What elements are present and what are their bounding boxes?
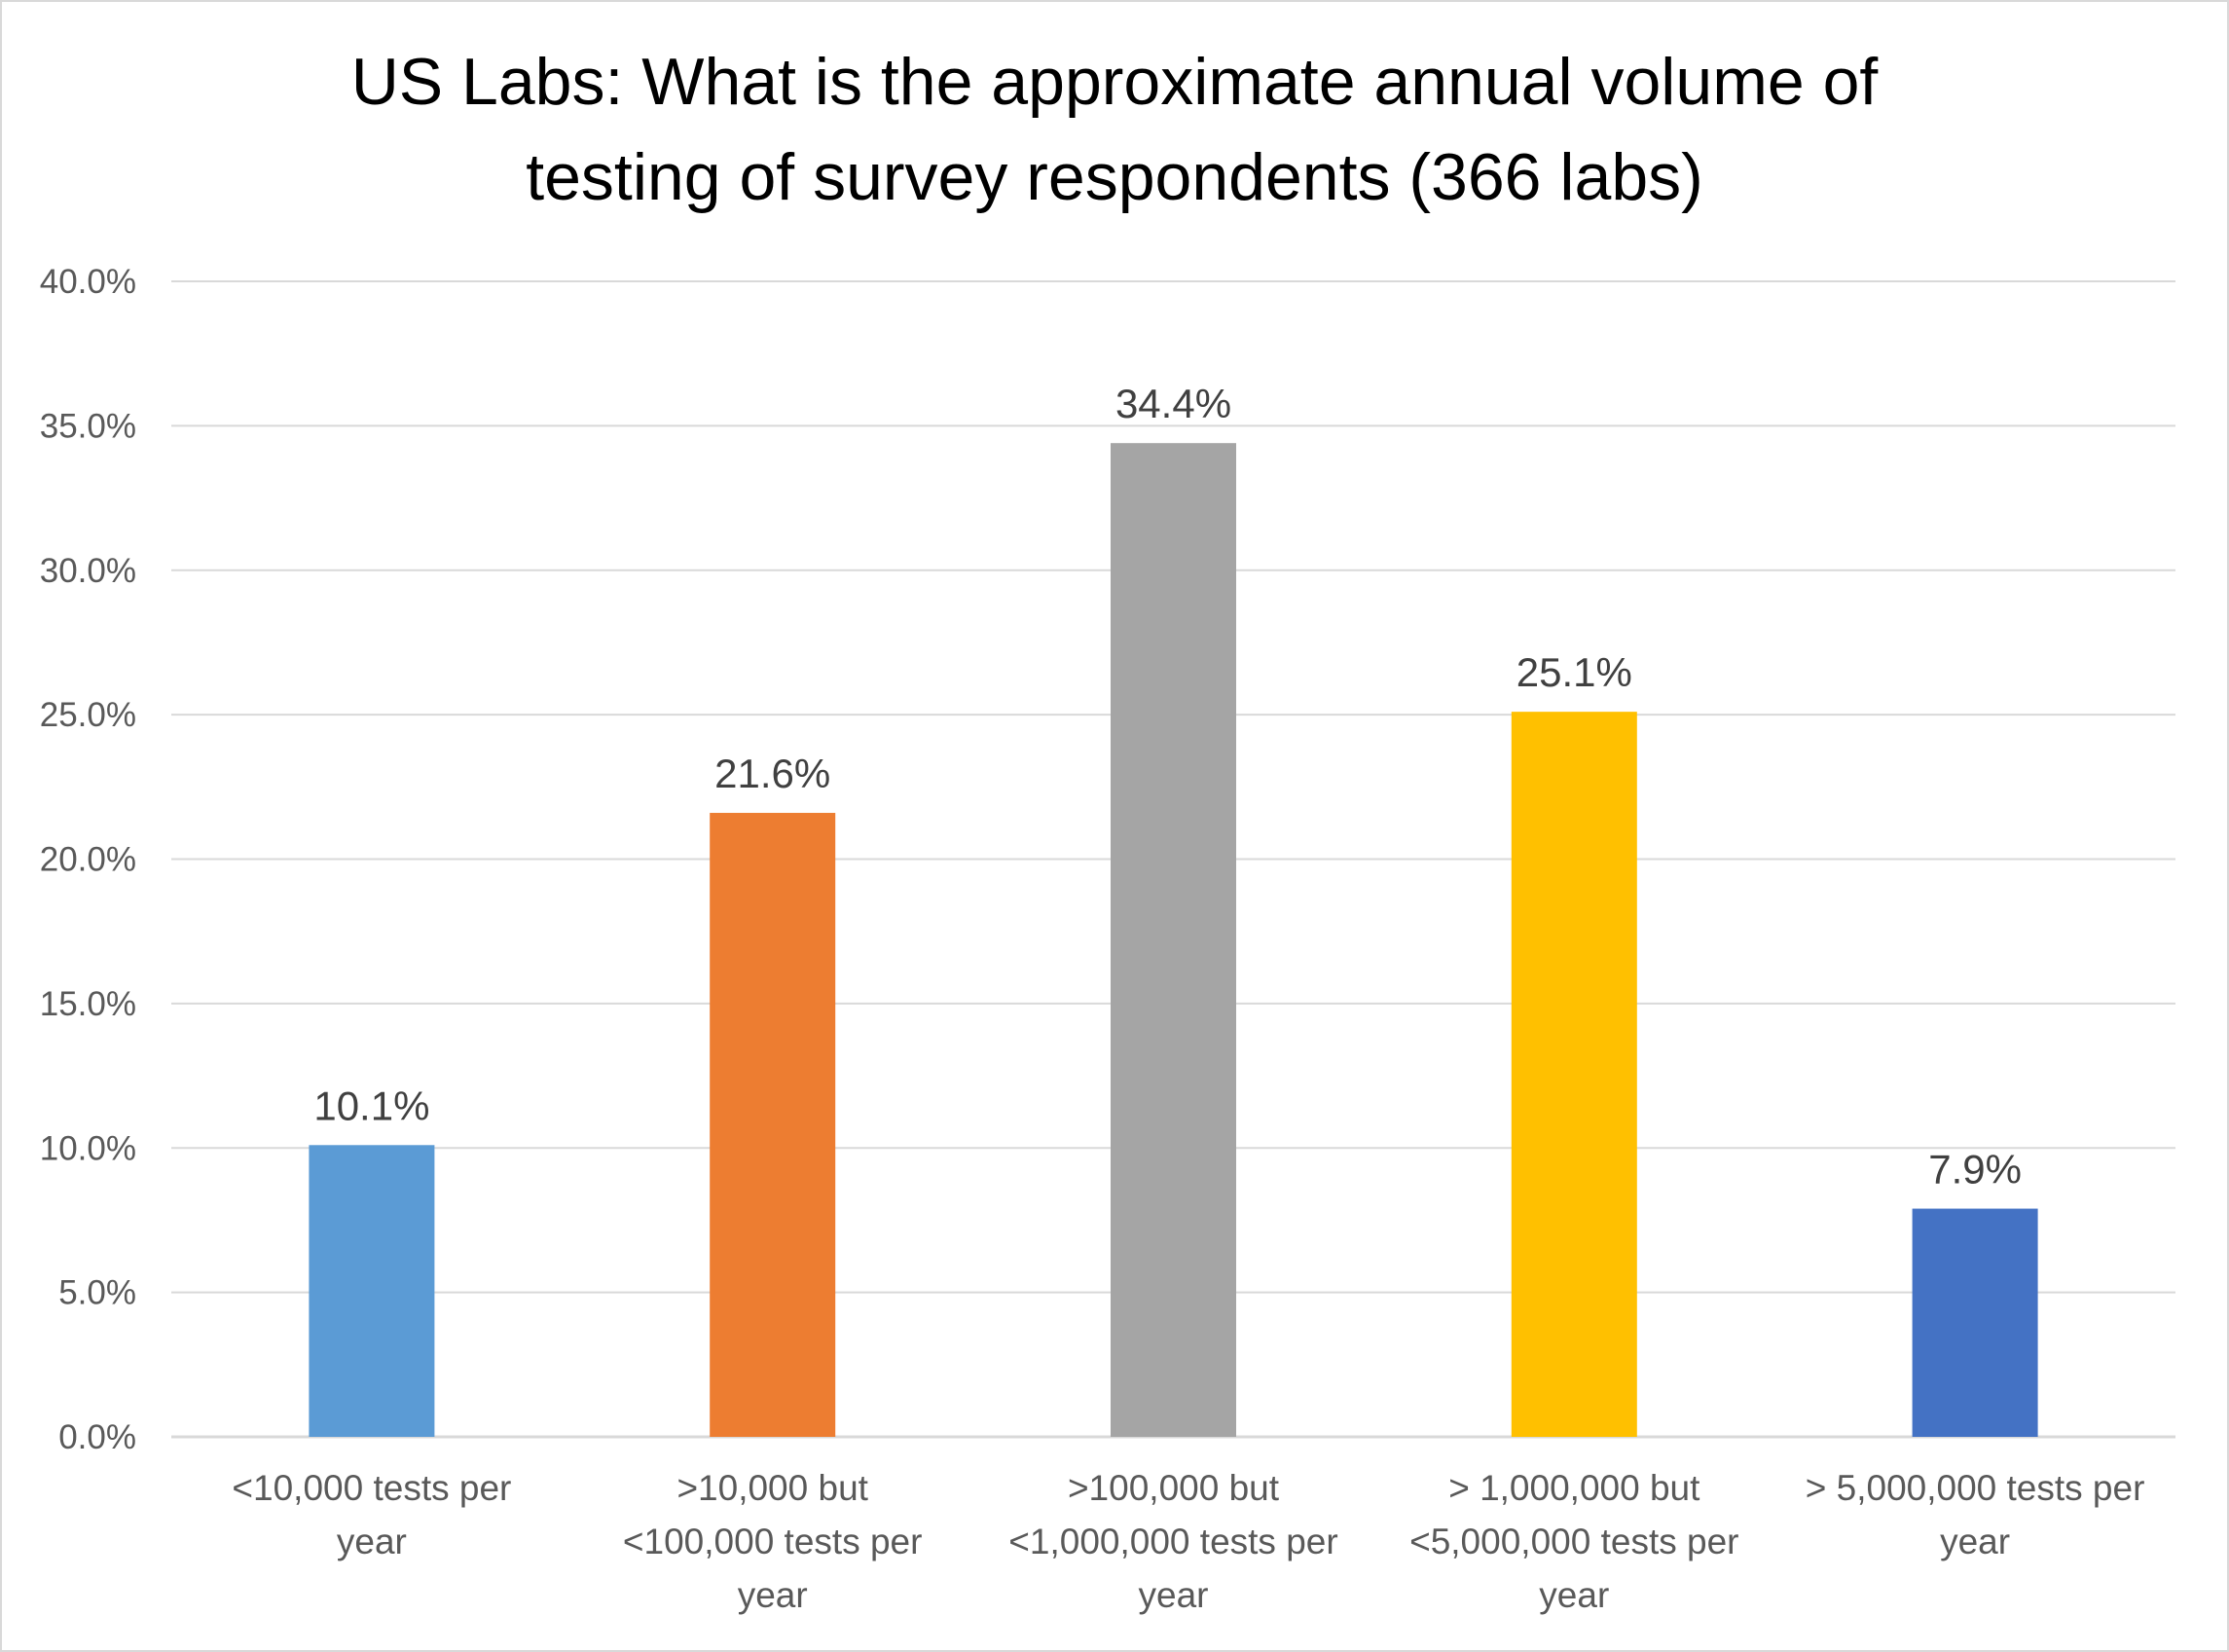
- y-tick-label: 25.0%: [40, 696, 136, 734]
- chart-title: US Labs: What is the approximate annual …: [0, 34, 2229, 225]
- x-tick-label: <5,000,000 tests per: [1409, 1522, 1738, 1561]
- y-tick-label: 15.0%: [40, 985, 136, 1023]
- bar: [1111, 443, 1236, 1437]
- data-label: 34.4%: [1115, 381, 1231, 426]
- x-tick-label: year: [738, 1575, 808, 1615]
- x-tick-label: year: [337, 1522, 407, 1561]
- y-tick-label: 10.0%: [40, 1129, 136, 1167]
- data-label: 7.9%: [1928, 1147, 2022, 1193]
- y-tick-label: 20.0%: [40, 841, 136, 879]
- y-tick-label: 5.0%: [58, 1274, 136, 1312]
- chart-title-line-1: US Labs: What is the approximate annual …: [350, 45, 1879, 119]
- bar: [710, 813, 836, 1437]
- x-tick-label: > 5,000,000 tests per: [1806, 1468, 2145, 1508]
- x-tick-label: <1,000,000 tests per: [1008, 1522, 1337, 1561]
- y-tick-label: 30.0%: [40, 552, 136, 590]
- y-tick-label: 40.0%: [40, 263, 136, 301]
- x-tick-label: <100,000 tests per: [623, 1522, 923, 1561]
- x-tick-label: year: [1539, 1575, 1609, 1615]
- data-label: 21.6%: [714, 751, 830, 796]
- chart-title-line-2: testing of survey respondents (366 labs): [526, 140, 1703, 214]
- x-tick-label: year: [1139, 1575, 1209, 1615]
- x-tick-label: >100,000 but: [1068, 1468, 1280, 1508]
- x-tick-label: > 1,000,000 but: [1448, 1468, 1700, 1508]
- x-tick-label: <10,000 tests per: [232, 1468, 511, 1508]
- x-tick-label: year: [1940, 1522, 2010, 1561]
- bar: [309, 1145, 435, 1437]
- x-tick-label: >10,000 but: [676, 1468, 868, 1508]
- bar: [1511, 712, 1637, 1437]
- y-tick-label: 35.0%: [40, 407, 136, 445]
- y-tick-label: 0.0%: [58, 1418, 136, 1456]
- data-label: 10.1%: [313, 1083, 429, 1128]
- bar: [1912, 1208, 2038, 1437]
- data-label: 25.1%: [1516, 649, 1632, 695]
